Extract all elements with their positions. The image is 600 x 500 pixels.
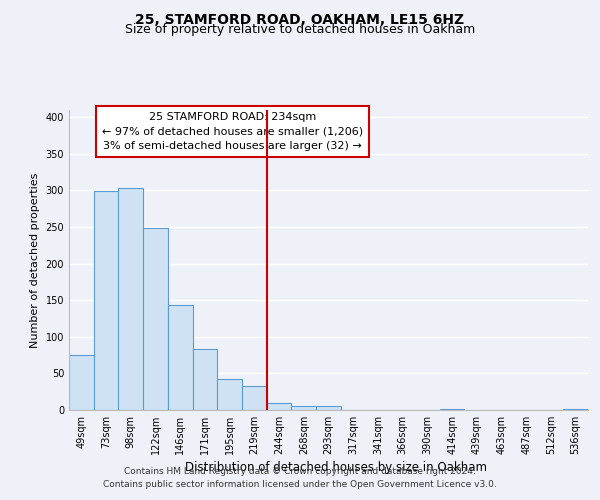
Bar: [94, 191, 118, 410]
Text: Distribution of detached houses by size in Oakham: Distribution of detached houses by size …: [185, 461, 487, 474]
Bar: [193, 350, 217, 410]
Bar: [316, 406, 341, 410]
Bar: [267, 402, 292, 410]
Text: 25, STAMFORD ROAD, OAKHAM, LE15 6HZ: 25, STAMFORD ROAD, OAKHAM, LE15 6HZ: [136, 12, 464, 26]
Bar: [217, 378, 242, 410]
Bar: [69, 355, 94, 410]
Bar: [563, 408, 588, 410]
Text: Contains HM Land Registry data © Crown copyright and database right 2024.
Contai: Contains HM Land Registry data © Crown c…: [103, 468, 497, 489]
Text: Size of property relative to detached houses in Oakham: Size of property relative to detached ho…: [125, 22, 475, 36]
Bar: [118, 188, 143, 410]
Bar: [292, 406, 316, 410]
Text: 25 STAMFORD ROAD: 234sqm
← 97% of detached houses are smaller (1,206)
3% of semi: 25 STAMFORD ROAD: 234sqm ← 97% of detach…: [102, 112, 363, 151]
Bar: [242, 386, 267, 410]
Bar: [143, 228, 168, 410]
Bar: [168, 304, 193, 410]
Bar: [440, 408, 464, 410]
Y-axis label: Number of detached properties: Number of detached properties: [30, 172, 40, 348]
